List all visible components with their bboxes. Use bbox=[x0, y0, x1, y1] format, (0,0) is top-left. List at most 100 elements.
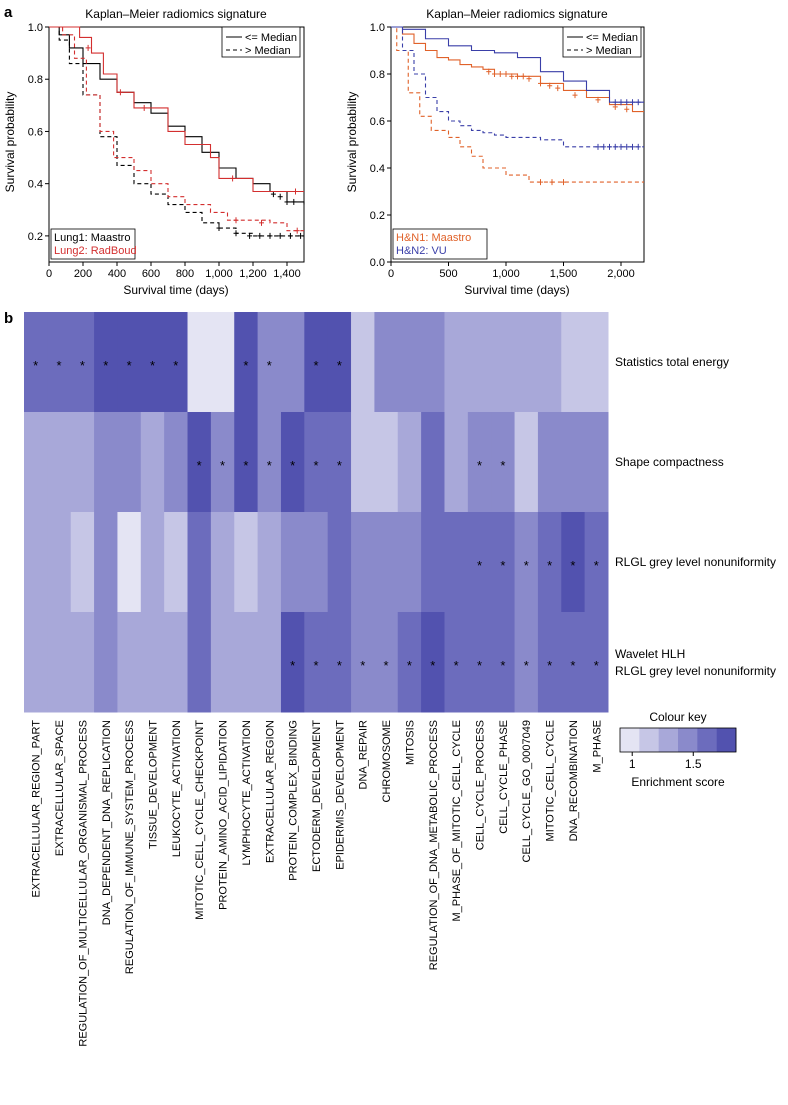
heatmap-column-label: LEUKOCYTE_ACTIVATION bbox=[171, 720, 183, 857]
significance-star: * bbox=[197, 458, 202, 473]
significance-star: * bbox=[337, 458, 342, 473]
heatmap-cell bbox=[444, 312, 469, 413]
heatmap-cell bbox=[374, 512, 399, 613]
km-lung-legend: <= Median > Median bbox=[221, 26, 301, 58]
km-lung-title: Kaplan–Meier radiomics signature bbox=[85, 7, 267, 21]
heatmap-cell bbox=[351, 312, 375, 413]
heatmap-cell bbox=[280, 412, 305, 513]
heatmap-column-label: DNA_REPAIR bbox=[358, 720, 370, 790]
heatmap-cell bbox=[514, 412, 539, 513]
heatmap-column-label: M_PHASE bbox=[591, 720, 603, 773]
km-lung-legend-gt: > Median bbox=[245, 45, 291, 57]
heatmap-column-label: REGULATION_OF_IMMUNE_SYSTEM_PROCESS bbox=[124, 720, 136, 974]
heatmap-cell bbox=[514, 512, 539, 613]
significance-star: * bbox=[33, 358, 38, 373]
heatmap-column-label: DNA_DEPENDENT_DNA_REPLICATION bbox=[101, 720, 113, 925]
heatmap-cell bbox=[24, 512, 48, 613]
km-lung-cohort-legend: Lung1: Maastro Lung2: RadBoud bbox=[50, 228, 137, 260]
significance-star: * bbox=[570, 658, 575, 673]
km-hn-curve-2 bbox=[391, 26, 644, 103]
km-hn-ytick-label: 0.6 bbox=[370, 116, 385, 128]
km-lung-curve-3 bbox=[49, 26, 304, 232]
heatmap-cell bbox=[397, 612, 422, 713]
heatmap-cell bbox=[234, 312, 259, 413]
heatmap-cell bbox=[421, 412, 445, 513]
heatmap-cell bbox=[94, 312, 118, 413]
colour-key-tick-label: 1 bbox=[629, 757, 636, 771]
heatmap-cell bbox=[444, 412, 469, 513]
colour-key-swatch bbox=[658, 728, 679, 752]
heatmap-cell bbox=[584, 412, 609, 513]
heatmap-cell bbox=[70, 612, 95, 713]
km-lung-ytick-label: 0.4 bbox=[28, 179, 43, 191]
km-lung-cohort-2: Lung2: RadBoud bbox=[54, 245, 137, 257]
km-hn-xtick-label: 500 bbox=[439, 268, 457, 280]
heatmap-column-label: TISSUE_DEVELOPMENT bbox=[147, 720, 159, 849]
heatmap-cell bbox=[491, 312, 516, 413]
heatmap-row-label: Statistics total energy bbox=[615, 355, 729, 369]
heatmap-cell bbox=[584, 512, 609, 613]
heatmap-cell bbox=[140, 612, 165, 713]
heatmap-cell bbox=[210, 512, 235, 613]
heatmap-cell bbox=[24, 412, 48, 513]
heatmap-column-label: LYMPHOCYTE_ACTIVATION bbox=[241, 720, 253, 866]
km-lung-legend-le: <= Median bbox=[245, 32, 297, 44]
significance-star: * bbox=[337, 658, 342, 673]
heatmap-cell bbox=[187, 412, 212, 513]
significance-star: * bbox=[594, 658, 599, 673]
significance-star: * bbox=[524, 658, 529, 673]
significance-star: * bbox=[500, 458, 505, 473]
heatmap-cell bbox=[537, 412, 562, 513]
km-hn-xtick-label: 1,500 bbox=[550, 268, 578, 280]
heatmap-cell bbox=[117, 612, 142, 713]
significance-star: * bbox=[477, 658, 482, 673]
heatmap-cell bbox=[351, 512, 375, 613]
heatmap-cell bbox=[561, 612, 586, 713]
heatmap-cell bbox=[304, 612, 329, 713]
heatmap-cell bbox=[304, 412, 329, 513]
km-hn-curve-1 bbox=[391, 26, 644, 183]
heatmap-cell bbox=[164, 612, 189, 713]
km-hn-legend-gt: > Median bbox=[586, 45, 632, 57]
significance-star: * bbox=[407, 658, 412, 673]
km-lung-xtick-label: 200 bbox=[74, 268, 92, 280]
heatmap-cell bbox=[327, 612, 352, 713]
significance-star: * bbox=[313, 458, 318, 473]
heatmap-row-label-line: Shape compactness bbox=[615, 455, 724, 469]
heatmap-cell bbox=[444, 612, 469, 713]
significance-star: * bbox=[173, 358, 178, 373]
significance-star: * bbox=[290, 458, 295, 473]
heatmap-cell bbox=[164, 312, 189, 413]
km-lung-curve-1 bbox=[49, 26, 304, 237]
heatmap-cell bbox=[280, 512, 305, 613]
colour-key-swatch bbox=[716, 728, 737, 752]
km-hn-legend-le: <= Median bbox=[586, 32, 638, 44]
heatmap-cell bbox=[467, 312, 492, 413]
significance-star: * bbox=[150, 358, 155, 373]
heatmap-cell bbox=[374, 312, 399, 413]
heatmap-column-label: EXTRACELLULAR_REGION_PART bbox=[31, 720, 43, 898]
heatmap-cell bbox=[327, 412, 352, 513]
km-lung-xtick-label: 0 bbox=[46, 268, 52, 280]
heatmap-cell bbox=[491, 512, 516, 613]
colour-key-label: Enrichment score bbox=[631, 775, 725, 789]
km-hn-ytick-label: 0.4 bbox=[370, 163, 385, 175]
heatmap-cell bbox=[24, 312, 48, 413]
significance-star: * bbox=[594, 558, 599, 573]
heatmap-cell bbox=[327, 512, 352, 613]
significance-star: * bbox=[243, 458, 248, 473]
km-hn-xtick-label: 0 bbox=[388, 268, 394, 280]
heatmap-cell bbox=[421, 312, 445, 413]
colour-key: Colour key 1 1.5 Enrichment score bbox=[619, 710, 737, 789]
heatmap-cell bbox=[187, 612, 212, 713]
significance-star: * bbox=[57, 358, 62, 373]
km-hn-xtick-label: 1,000 bbox=[492, 268, 520, 280]
heatmap-cell bbox=[491, 412, 516, 513]
km-lung-xtick-label: 800 bbox=[176, 268, 194, 280]
heatmap-row-label-line: Statistics total energy bbox=[615, 355, 729, 369]
km-lung-ytick-label: 0.8 bbox=[28, 74, 43, 86]
enrichment-heatmap: * * * * * * * * * * * * * * * * * * * * * * * * * * * * * * * * * * * * * * * *… bbox=[24, 312, 776, 1047]
heatmap-column-label: M_PHASE_OF_MITOTIC_CELL_CYCLE bbox=[451, 720, 463, 922]
km-lung-xtick-label: 400 bbox=[108, 268, 126, 280]
km-hn-curve-3 bbox=[391, 26, 644, 148]
